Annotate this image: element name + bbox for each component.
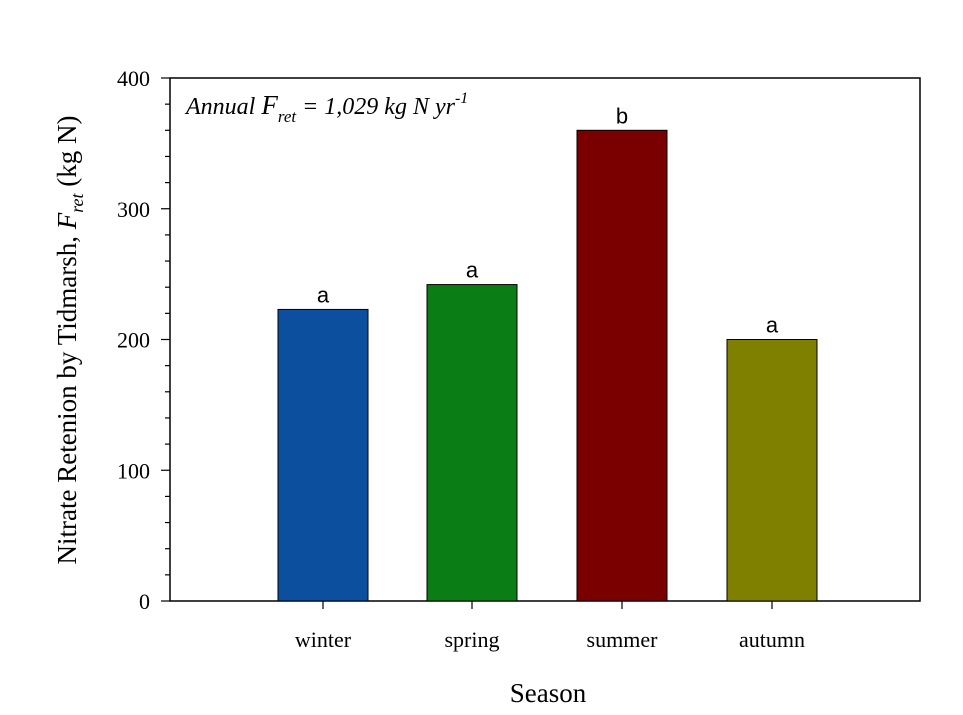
annual-fret-annotation: Annual Fret = 1,029 kg N yr-1 xyxy=(184,90,468,126)
x-tick-label-winter: winter xyxy=(295,627,352,652)
y-tick-label-100: 100 xyxy=(117,458,150,483)
y-axis-ticks: 0 100 200 300 400 xyxy=(117,66,170,614)
y-tick-label-300: 300 xyxy=(117,197,150,222)
annotation-subscript: ret xyxy=(278,107,298,126)
x-tick-label-spring: spring xyxy=(445,627,500,652)
annotation-prefix: Annual xyxy=(184,94,261,120)
x-axis-title: Season xyxy=(510,678,587,708)
y-axis-title-prefix: Nitrate Retenion by Tidmarsh, xyxy=(52,229,82,564)
x-tick-label-autumn: autumn xyxy=(739,627,805,652)
y-axis-title-subscript: ret xyxy=(67,192,87,212)
bar-spring xyxy=(426,284,518,602)
annotation-middle: = 1,029 kg N yr xyxy=(296,94,456,120)
y-axis-title-suffix: (kg N) xyxy=(52,115,82,193)
bars-layer: a a b a xyxy=(277,103,818,602)
bar-autumn xyxy=(726,339,818,602)
y-tick-label-200: 200 xyxy=(117,328,150,353)
bar-summer xyxy=(576,129,668,602)
significance-letter-autumn: a xyxy=(766,313,779,338)
bar-winter xyxy=(277,308,369,602)
annotation-superscript: -1 xyxy=(455,90,468,107)
significance-letter-spring: a xyxy=(466,258,479,283)
y-axis-title-symbol: F xyxy=(52,212,82,230)
y-axis-title: Nitrate Retenion by Tidmarsh, Fret (kg N… xyxy=(52,115,87,564)
x-axis-ticks: winter spring summer autumn xyxy=(295,601,805,652)
y-tick-label-400: 400 xyxy=(117,66,150,91)
significance-letter-summer: b xyxy=(616,103,628,128)
x-tick-label-summer: summer xyxy=(587,627,659,652)
annotation-symbol: F xyxy=(260,90,278,120)
significance-letter-winter: a xyxy=(317,282,330,307)
y-tick-label-0: 0 xyxy=(139,589,150,614)
